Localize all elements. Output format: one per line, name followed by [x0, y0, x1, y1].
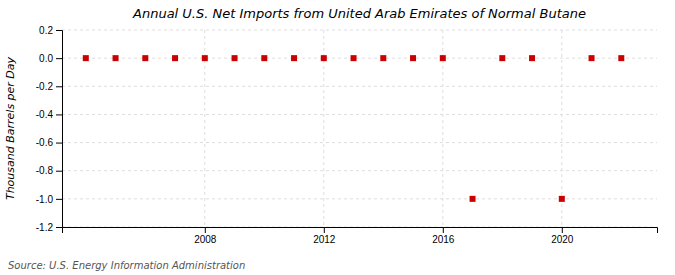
plot-area: 2008 2012 2016 2020 0.2 0.0 -0.2 -0.4 -0.6 -0.8 -1…: [36, 25, 658, 245]
x-axis-tick: 2016: [432, 227, 455, 245]
x-axis-tick-label: 2012: [313, 234, 336, 245]
point: [351, 55, 357, 61]
point: [261, 55, 267, 61]
x-axis-tick-mark: [443, 227, 444, 233]
y-axis-tick: -0.8: [36, 165, 62, 176]
annotation: Source: U.S. Energy Information Administ…: [8, 260, 245, 271]
x-axis-domain: [63, 228, 658, 234]
y-axis-tick: -1.0: [36, 194, 62, 205]
y-axis-tick: 0.2: [39, 25, 62, 36]
point: [291, 55, 297, 61]
x-axis-tick: 2020: [551, 227, 574, 245]
point: [380, 55, 386, 61]
marks: [83, 55, 625, 202]
point: [470, 196, 476, 202]
title: Annual U.S. Net Imports from United Arab…: [132, 6, 586, 21]
point: [589, 55, 595, 61]
y-axis-tick: 0.0: [39, 53, 62, 64]
point: [529, 55, 535, 61]
y-axis-tick-mark: [56, 30, 62, 31]
y-axis-tick-mark: [56, 114, 62, 115]
y-axis-tick: -0.2: [36, 81, 62, 92]
point: [410, 55, 416, 61]
grid-line-y: [62, 86, 657, 87]
y-axis-tick-label: -1.2: [36, 222, 54, 233]
y-axis-tick-label: 0.2: [39, 25, 53, 36]
y-axis-tick-mark: [56, 143, 62, 144]
y-axis-title: Thousand Barrels per Day: [4, 56, 17, 200]
point: [618, 55, 624, 61]
x-axis-tick: 2012: [313, 227, 336, 245]
point: [83, 55, 89, 61]
y-axis-tick-label: -1.0: [36, 194, 54, 205]
y-axis-tick-label: -0.6: [36, 137, 54, 148]
x-axis-tick-mark: [562, 227, 563, 233]
point: [202, 55, 208, 61]
y-axis-tick: -1.2: [36, 222, 62, 233]
y-axis-tick-mark: [56, 199, 62, 200]
point: [440, 55, 446, 61]
x-axis-tick-label: 2008: [194, 234, 217, 245]
grid-line-y: [62, 114, 657, 115]
x-axis-tick-label: 2016: [432, 234, 455, 245]
x-axis-tick-label: 2020: [551, 234, 574, 245]
chart-svg: 2008 2012 2016 2020 0.2 0.0 -0.2 -0.4 -0.6 -0.8 -1…: [0, 0, 675, 275]
chart-container: 2008 2012 2016 2020 0.2 0.0 -0.2 -0.4 -0.6 -0.8 -1…: [0, 0, 675, 275]
x-axis-tick: 2008: [194, 227, 217, 245]
y-axis-domain: [56, 31, 63, 228]
y-axis-tick-label: -0.8: [36, 165, 54, 176]
grid: [62, 30, 657, 227]
grid-line-y: [62, 198, 657, 199]
point: [559, 196, 565, 202]
y-axis-tick: -0.4: [36, 109, 62, 120]
y-axis: 0.2 0.0 -0.2 -0.4 -0.6 -0.8 -1.0 -1.2: [36, 25, 63, 233]
y-axis-tick-label: -0.2: [36, 81, 54, 92]
y-axis-tick-mark: [56, 58, 62, 59]
point: [321, 55, 327, 61]
y-axis-tick-mark: [56, 227, 62, 228]
y-axis-tick: -0.6: [36, 137, 62, 148]
y-axis-tick-mark: [56, 171, 62, 172]
grid-line-y: [62, 142, 657, 143]
x-axis: 2008 2012 2016 2020: [63, 227, 658, 245]
point: [172, 55, 178, 61]
grid-line-y: [62, 58, 657, 59]
point: [113, 55, 119, 61]
y-axis-tick-mark: [56, 86, 62, 87]
point: [142, 55, 148, 61]
y-axis-tick-label: -0.4: [36, 109, 54, 120]
grid-line-y: [62, 30, 657, 31]
grid-line-y: [62, 170, 657, 171]
x-axis-tick-mark: [205, 227, 206, 233]
x-axis-tick-mark: [324, 227, 325, 233]
y-axis-tick-label: 0.0: [39, 53, 53, 64]
point: [499, 55, 505, 61]
point: [232, 55, 238, 61]
